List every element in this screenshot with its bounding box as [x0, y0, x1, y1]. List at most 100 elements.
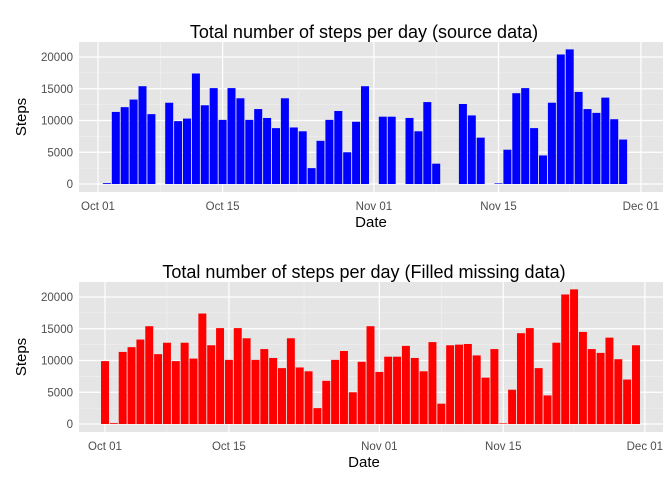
bar — [313, 408, 322, 425]
chart-2-x-axis-title: Date — [348, 454, 380, 471]
bar — [587, 349, 596, 424]
chart-2-x-tick-label: Oct 01 — [88, 441, 122, 453]
bar — [224, 359, 233, 424]
bar — [446, 345, 455, 424]
bar — [552, 342, 561, 424]
bar — [503, 149, 512, 184]
chart-2-title: Total number of steps per day (Filled mi… — [162, 262, 565, 282]
chart-1-y-axis-title: Steps — [13, 98, 30, 136]
bar — [154, 354, 163, 424]
chart-2-y-tick-label: 15000 — [41, 324, 73, 336]
bar — [269, 357, 278, 424]
bar — [521, 88, 530, 184]
bar — [165, 102, 174, 184]
bar — [236, 98, 245, 184]
chart-1-x-tick-label: Oct 15 — [206, 201, 240, 213]
bar — [325, 119, 334, 184]
bar — [499, 423, 508, 424]
bar — [610, 119, 619, 184]
bar — [242, 338, 251, 424]
chart-2-bars — [101, 289, 640, 425]
chart-2-y-ticks: 0 5000 10000 15000 20000 — [41, 292, 73, 431]
bar — [419, 371, 428, 424]
bar — [623, 379, 632, 424]
bar — [227, 88, 236, 184]
bar — [348, 392, 357, 424]
chart-1-gridlines — [79, 42, 663, 192]
chart-1-y-tick-label: 10000 — [41, 116, 73, 128]
chart-1-title: Total number of steps per day (source da… — [190, 22, 538, 42]
bar — [570, 289, 579, 424]
bar — [183, 118, 192, 184]
bar — [209, 88, 218, 184]
bar — [216, 328, 225, 424]
bar — [375, 371, 384, 424]
chart-1-y-ticks: 0 5000 10000 15000 20000 — [41, 52, 73, 191]
bar — [289, 127, 298, 184]
bar — [455, 344, 463, 425]
bar — [601, 97, 610, 184]
chart-1-x-axis-title: Date — [355, 214, 387, 231]
bar — [508, 389, 517, 424]
bar — [512, 93, 521, 184]
chart-1-x-tick-label: Nov 15 — [480, 201, 516, 213]
bar — [481, 377, 490, 424]
bar — [619, 139, 628, 184]
bar — [120, 107, 129, 184]
bar — [556, 54, 565, 185]
bar — [174, 121, 183, 184]
bar — [286, 338, 295, 424]
bar — [111, 111, 120, 184]
bar — [405, 117, 414, 184]
bar — [423, 102, 432, 184]
bar — [384, 356, 393, 424]
bar — [198, 313, 207, 424]
chart-1-x-tick-label: Dec 01 — [623, 201, 659, 213]
bar — [295, 367, 304, 424]
bar — [280, 98, 289, 184]
bar — [525, 328, 534, 424]
bar — [387, 116, 396, 184]
bar — [263, 117, 272, 184]
chart-2-y-tick-label: 0 — [67, 419, 73, 431]
chart-1-x-tick-label: Oct 01 — [81, 201, 115, 213]
chart-1: Total number of steps per day (source da… — [13, 22, 663, 231]
chart-2-x-tick-label: Nov 15 — [485, 441, 521, 453]
bar — [260, 349, 269, 424]
bar — [476, 137, 485, 184]
bar — [472, 355, 481, 424]
bar — [162, 342, 171, 424]
bar — [171, 361, 180, 424]
bar — [278, 368, 286, 424]
chart-1-y-tick-label: 15000 — [41, 84, 73, 96]
bar — [494, 183, 503, 184]
chart-1-x-ticks: Oct 01 Oct 15 Nov 01 Nov 15 Dec 01 — [81, 201, 659, 213]
chart-2-y-tick-label: 10000 — [41, 356, 73, 368]
chart-2-x-tick-label: Dec 01 — [627, 441, 663, 453]
bar — [410, 357, 419, 424]
bar — [180, 342, 189, 424]
bar — [614, 359, 623, 424]
bar — [102, 183, 111, 184]
bar — [254, 109, 263, 184]
bar — [432, 163, 441, 184]
bar — [298, 131, 307, 184]
chart-2-x-tick-label: Oct 15 — [212, 441, 246, 453]
chart-1-y-tick-label: 5000 — [47, 147, 73, 159]
bar — [352, 121, 361, 184]
bar — [129, 99, 138, 184]
bar — [118, 351, 127, 424]
bar — [490, 349, 499, 424]
bar — [218, 119, 227, 184]
bar — [343, 152, 352, 184]
bar — [366, 326, 375, 424]
chart-2-x-ticks: Oct 01 Oct 15 Nov 01 Nov 15 Dec 01 — [88, 441, 663, 453]
bar — [534, 368, 543, 424]
chart-2: Total number of steps per day (Filled mi… — [13, 262, 663, 471]
bar — [583, 109, 592, 184]
bar — [463, 343, 472, 424]
bar — [414, 131, 423, 184]
bar — [561, 294, 570, 424]
bar — [547, 102, 556, 184]
